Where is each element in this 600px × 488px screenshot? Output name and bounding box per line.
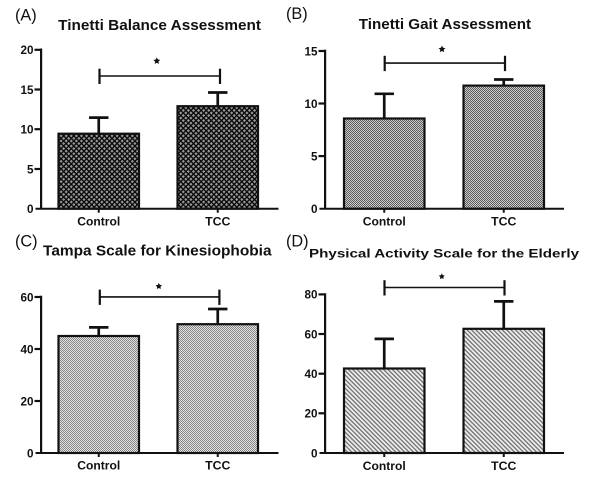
svg-text:15: 15 [20,84,34,97]
svg-text:5: 5 [311,150,318,163]
svg-text:TCC: TCC [205,458,230,472]
svg-text:10: 10 [304,98,318,111]
svg-text:80: 80 [304,289,318,302]
svg-text:20: 20 [20,44,34,57]
svg-text:10: 10 [20,124,34,137]
svg-text:20: 20 [304,408,318,421]
svg-text:20: 20 [20,395,34,408]
svg-text:40: 40 [304,368,318,381]
svg-text:(A): (A) [15,6,37,24]
svg-text:40: 40 [20,343,34,356]
svg-text:0: 0 [27,447,34,460]
svg-text:(B): (B) [286,5,308,23]
svg-text:TCC: TCC [491,215,516,229]
svg-text:Tampa Scale for Kinesiophobia: Tampa Scale for Kinesiophobia [43,243,273,259]
svg-text:Control: Control [77,458,120,472]
svg-text:0: 0 [27,203,34,216]
svg-text:0: 0 [311,203,318,216]
svg-text:Physical Activity Scale for th: Physical Activity Scale for the Elderly [309,246,579,260]
svg-text:Control: Control [77,215,120,229]
svg-text:5: 5 [27,163,34,176]
svg-text:TCC: TCC [491,459,516,473]
svg-text:Control: Control [363,459,406,473]
svg-text:(D): (D) [286,233,309,251]
svg-text:Control: Control [363,215,406,229]
svg-text:(C): (C) [15,233,38,251]
svg-text:60: 60 [304,328,318,341]
svg-text:0: 0 [311,447,318,460]
svg-text:15: 15 [304,45,318,58]
svg-text:Tinetti Balance Assessment: Tinetti Balance Assessment [58,18,261,34]
svg-text:60: 60 [20,291,34,304]
svg-text:TCC: TCC [205,215,230,229]
svg-text:Tinetti Gait Assessment: Tinetti Gait Assessment [359,17,532,33]
